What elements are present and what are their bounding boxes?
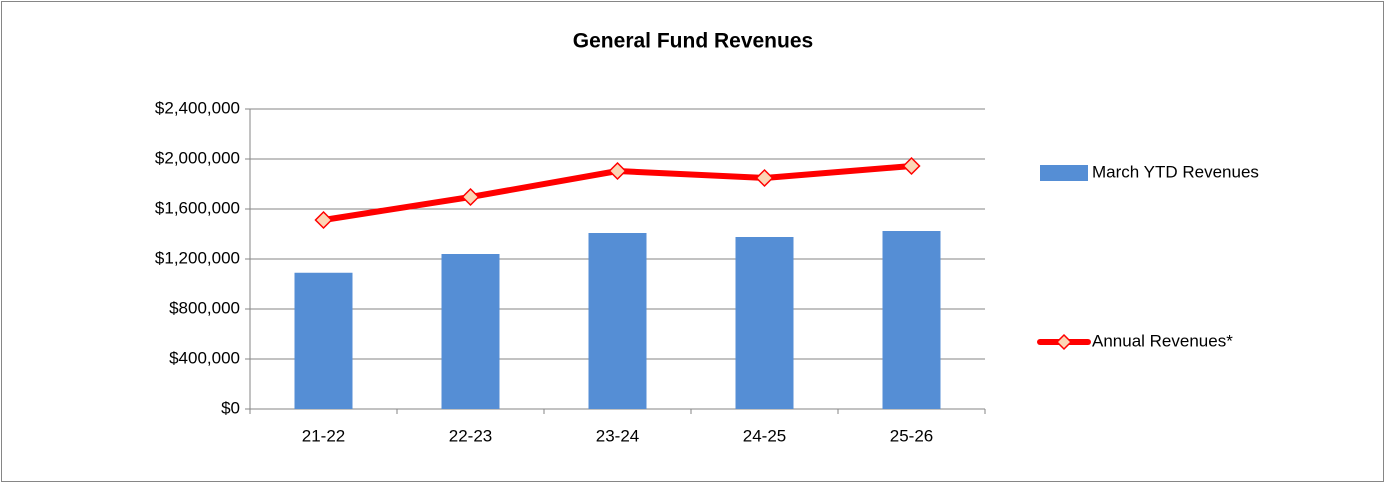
y-tick-label: $400,000 xyxy=(169,348,240,367)
legend-label: March YTD Revenues xyxy=(1092,162,1259,181)
marker xyxy=(902,156,921,176)
y-tick-label: $1,600,000 xyxy=(155,198,240,217)
y-tick-label: $800,000 xyxy=(169,298,240,317)
x-tick-label: 24-25 xyxy=(743,426,786,445)
marker xyxy=(608,161,627,181)
x-tick-label: 21-22 xyxy=(302,426,345,445)
marker xyxy=(461,187,480,207)
y-tick-label: $2,000,000 xyxy=(155,148,240,167)
marker xyxy=(314,210,333,230)
bar xyxy=(882,231,941,409)
bar xyxy=(735,237,794,409)
y-tick-label: $0 xyxy=(221,398,240,417)
marker xyxy=(755,168,774,188)
x-tick-label: 23-24 xyxy=(596,426,639,445)
y-tick-label: $2,400,000 xyxy=(155,98,240,117)
bar xyxy=(441,254,500,409)
x-tick-label: 22-23 xyxy=(449,426,492,445)
bar xyxy=(294,272,353,409)
chart-title: General Fund Revenues xyxy=(573,30,813,53)
bar xyxy=(588,233,647,409)
legend-label: Annual Revenues* xyxy=(1092,331,1233,350)
x-tick-label: 25-26 xyxy=(890,426,933,445)
legend-marker xyxy=(1055,333,1073,351)
legend-swatch xyxy=(1040,165,1088,181)
y-tick-label: $1,200,000 xyxy=(155,248,240,267)
